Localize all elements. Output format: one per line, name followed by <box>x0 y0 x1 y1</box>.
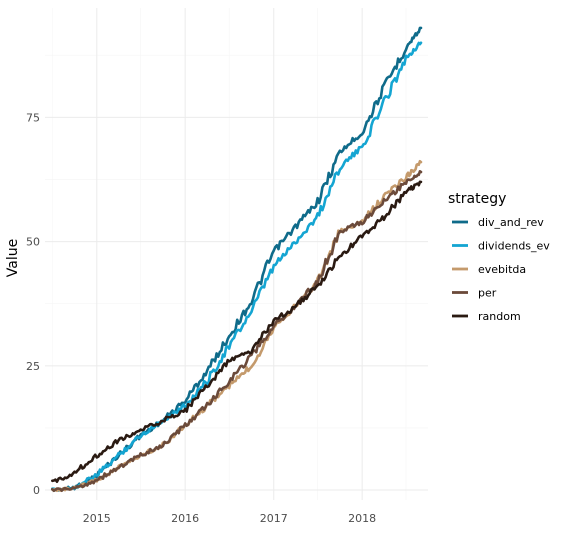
y-tick-label: 0 <box>33 484 40 497</box>
legend-label-evebitda: evebitda <box>478 263 526 276</box>
legend-title: strategy <box>448 191 506 207</box>
series-line-random <box>51 180 423 483</box>
legend-label-div_and_rev: div_and_rev <box>478 216 544 229</box>
x-axis-ticks: 2015 2016 2017 2018 <box>83 512 376 525</box>
legend-label-random: random <box>478 310 521 323</box>
x-tick-label: 2017 <box>260 512 288 525</box>
series-lines <box>51 26 423 493</box>
legend-label-per: per <box>478 287 497 300</box>
series-line-div_and_rev <box>51 26 423 492</box>
y-tick-label: 75 <box>26 111 40 124</box>
y-axis-ticks: 0 25 50 75 <box>26 111 40 497</box>
grid <box>45 8 428 500</box>
series-line-per <box>51 170 423 493</box>
y-axis-title: Value <box>5 239 21 277</box>
y-tick-label: 50 <box>26 236 40 249</box>
x-tick-label: 2016 <box>171 512 199 525</box>
legend-label-dividends_ev: dividends_ev <box>478 240 550 253</box>
series-line-dividends_ev <box>51 41 423 492</box>
y-tick-label: 25 <box>26 360 40 373</box>
x-tick-label: 2018 <box>348 512 376 525</box>
x-tick-label: 2015 <box>83 512 111 525</box>
legend: strategy div_and_rev dividends_ev evebitda… <box>448 191 550 323</box>
